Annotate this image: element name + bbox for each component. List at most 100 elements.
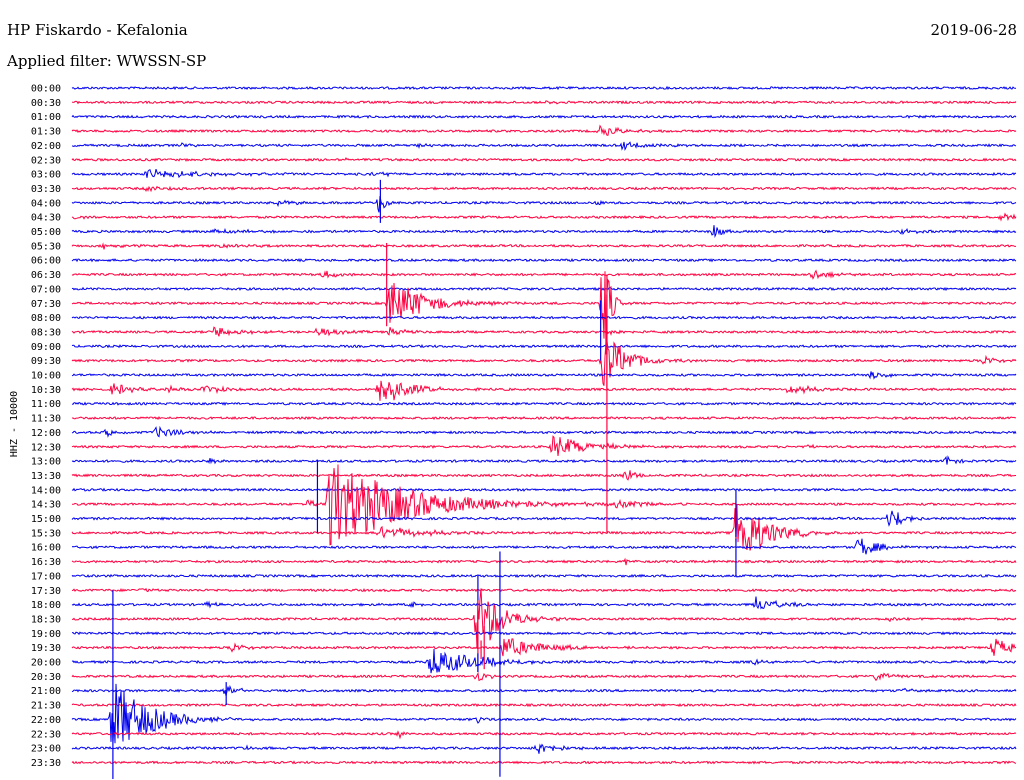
- row-time-label: 17:00: [31, 571, 61, 582]
- trace-row-1400: [71, 487, 1017, 493]
- trace-row-0630: [71, 269, 1017, 280]
- row-time-label: 19:30: [31, 643, 61, 654]
- row-time-label: 21:30: [31, 701, 61, 712]
- row-time-label: 00:30: [31, 98, 61, 109]
- row-time-label: 22:30: [31, 729, 61, 740]
- filter-label: Applied filter: WWSSN-SP: [6, 52, 206, 70]
- row-time-label: 08:00: [31, 313, 61, 324]
- row-time-label: 23:00: [31, 744, 61, 755]
- row-time-label: 06:30: [31, 270, 61, 281]
- row-time-label: 04:30: [31, 213, 61, 224]
- row-time-label: 21:00: [31, 686, 61, 697]
- trace-row-0500: [71, 225, 1017, 239]
- row-time-label: 15:00: [31, 514, 61, 525]
- trace-row-1000: [71, 371, 1017, 380]
- trace-row-0430: [71, 212, 1017, 222]
- row-time-label: 16:30: [31, 557, 61, 568]
- trace-row-0700: [71, 286, 1017, 292]
- trace-row-2100: [71, 684, 1017, 697]
- row-time-label: 14:00: [31, 485, 61, 496]
- trace-row-1500: [71, 510, 1017, 527]
- trace-row-0800: [71, 315, 1017, 320]
- trace-row-0930: [71, 339, 1017, 386]
- row-time-label: 13:00: [31, 457, 61, 468]
- trace-rows: [71, 85, 1017, 779]
- row-time-label: 15:30: [31, 528, 61, 539]
- row-time-label: 10:30: [31, 385, 61, 396]
- row-time-label: 03:30: [31, 184, 61, 195]
- trace-row-2130: [71, 702, 1017, 708]
- trace-row-0830: [71, 326, 1017, 337]
- trace-row-1800: [71, 596, 1017, 610]
- row-time-label: 17:30: [31, 586, 61, 597]
- row-time-label: 20:00: [31, 658, 61, 669]
- row-time-label: 07:30: [31, 299, 61, 310]
- row-time-label: 20:30: [31, 672, 61, 683]
- trace-row-1330: [71, 470, 1016, 481]
- trace-row-2230: [71, 730, 1017, 740]
- trace-row-0030: [71, 100, 1017, 105]
- trace-row-1100: [71, 401, 1017, 406]
- trace-row-1030: [71, 380, 1017, 401]
- trace-row-0100: [71, 114, 1017, 119]
- trace-row-2000: [71, 648, 1017, 674]
- trace-row-2200: [71, 683, 1017, 744]
- row-labels: 00:00 00:30 01:00 01:30 02:00 02:30 03:00 03:30…: [31, 84, 61, 769]
- trace-row-0530: [71, 242, 1017, 250]
- trace-row-2300: [71, 743, 1017, 754]
- row-time-label: 02:00: [31, 141, 61, 152]
- trace-row-0900: [71, 344, 1017, 349]
- row-time-label: 02:30: [31, 155, 61, 166]
- row-time-label: 07:00: [31, 284, 61, 295]
- row-time-label: 12:30: [31, 442, 61, 453]
- station-title: HP Fiskardo - Kefalonia: [7, 21, 188, 39]
- row-time-label: 01:00: [31, 112, 61, 123]
- trace-row-1900: [71, 631, 1017, 636]
- row-time-label: 11:00: [31, 399, 61, 410]
- row-time-label: 12:00: [31, 428, 61, 439]
- row-time-label: 04:00: [31, 198, 61, 209]
- row-time-label: 18:00: [31, 600, 61, 611]
- trace-row-2330: [71, 760, 1017, 765]
- row-time-label: 06:00: [31, 256, 61, 267]
- trace-row-0230: [71, 157, 1017, 162]
- trace-row-1300: [71, 455, 1017, 465]
- trace-row-1930: [71, 638, 1017, 657]
- trace-row-0330: [71, 185, 1017, 193]
- row-time-label: 00:00: [31, 84, 61, 95]
- row-time-label: 01:30: [31, 127, 61, 138]
- trace-row-1630: [71, 557, 1017, 566]
- row-time-label: 09:30: [31, 356, 61, 367]
- row-time-label: 14:30: [31, 500, 61, 511]
- trace-row-0300: [71, 168, 1017, 179]
- row-time-label: 05:00: [31, 227, 61, 238]
- trace-row-0200: [71, 141, 1017, 152]
- row-time-label: 22:00: [31, 715, 61, 726]
- trace-row-1200: [71, 425, 1017, 438]
- row-time-label: 09:00: [31, 342, 61, 353]
- trace-row-0130: [71, 124, 1017, 136]
- row-time-label: 10:00: [31, 371, 61, 382]
- row-time-label: 23:30: [31, 758, 61, 769]
- trace-row-0400: [71, 195, 1017, 213]
- row-time-label: 19:00: [31, 629, 61, 640]
- channel-label: HHZ - 10000: [9, 391, 20, 457]
- row-time-label: 03:00: [31, 170, 61, 181]
- trace-row-1730: [71, 587, 1017, 593]
- trace-row-1830: [71, 588, 1017, 650]
- trace-row-0730: [71, 271, 1017, 355]
- row-time-label: 05:30: [31, 241, 61, 252]
- row-time-label: 08:30: [31, 327, 61, 338]
- trace-row-1600: [71, 538, 1017, 555]
- trace-row-1700: [71, 573, 1017, 579]
- trace-row-1230: [71, 435, 1017, 456]
- trace-row-1530: [71, 504, 1017, 551]
- trace-row-0600: [71, 257, 1017, 263]
- row-time-label: 18:30: [31, 614, 61, 625]
- trace-row-1430: [72, 464, 1017, 546]
- record-date: 2019-06-28: [931, 21, 1017, 39]
- trace-row-2030: [71, 671, 1017, 682]
- row-time-label: 13:30: [31, 471, 61, 482]
- row-time-label: 16:00: [31, 543, 61, 554]
